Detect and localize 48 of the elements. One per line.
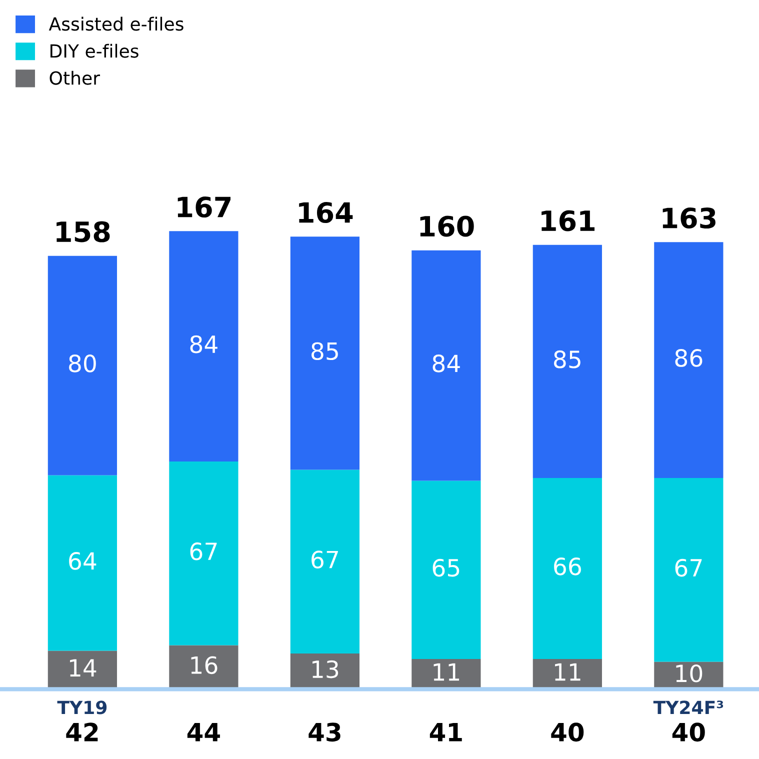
legend-label: Assisted e-files (48, 16, 184, 31)
data-label: 67 (675, 558, 702, 577)
text: 44 (187, 723, 220, 742)
data-label: 13 (312, 660, 338, 678)
bar (48, 475, 117, 651)
data-label: 67 (190, 542, 217, 560)
text: 42 (66, 722, 98, 742)
total-label: 164 (299, 202, 353, 224)
total-label: 158 (56, 221, 110, 242)
data-label: 84 (432, 354, 460, 372)
data-label: 67 (312, 550, 338, 568)
text: 41 (430, 723, 462, 742)
data-label: 64 (69, 552, 96, 570)
legend-label: Other (50, 70, 100, 85)
data-label: 10 (676, 664, 702, 682)
x-tick-label: TY24F³ (653, 700, 724, 714)
data-label: 85 (554, 350, 580, 368)
total-label: 161 (542, 210, 595, 232)
text: 40 (551, 722, 584, 742)
bar (169, 645, 238, 690)
data-label: 14 (70, 659, 96, 676)
x-tick-label: TY19 (57, 700, 107, 714)
data-label: 85 (312, 342, 338, 360)
bar (412, 480, 481, 660)
bar (169, 231, 238, 462)
bar (532, 244, 602, 478)
total-label: 167 (178, 196, 230, 218)
data-label: 65 (432, 558, 460, 577)
total-label: 160 (420, 216, 474, 237)
bar (532, 478, 602, 660)
data-label: 66 (554, 557, 581, 576)
data-label: 84 (190, 335, 218, 354)
data-label: 86 (675, 349, 702, 367)
bar (290, 236, 360, 470)
bar (48, 256, 117, 476)
data-label: 11 (555, 663, 580, 681)
bar (412, 250, 481, 481)
bar (290, 470, 360, 654)
data-label: 80 (69, 354, 96, 372)
text: 43 (308, 722, 340, 742)
bar (169, 462, 238, 646)
data-label: 11 (434, 663, 460, 681)
total-label: 163 (662, 208, 716, 229)
text: 40 (672, 722, 705, 742)
bar (654, 242, 724, 478)
data-label: 16 (191, 656, 218, 674)
legend-label: DIY e-files (50, 44, 138, 58)
bar (654, 478, 724, 662)
